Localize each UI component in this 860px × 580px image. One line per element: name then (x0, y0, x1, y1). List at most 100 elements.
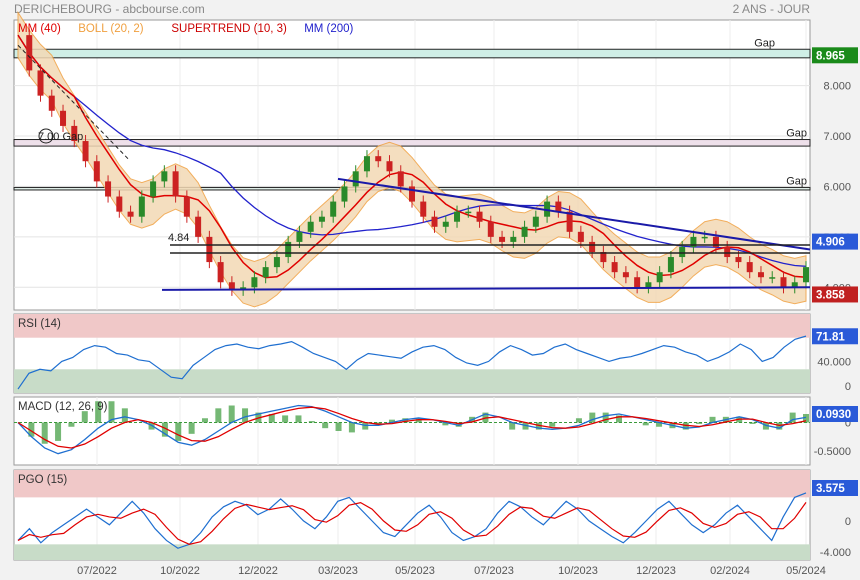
candle-body (71, 125, 78, 142)
legend-entry: MM (40) (18, 23, 61, 35)
macd-histogram-bar (242, 408, 249, 423)
candle-body (667, 257, 674, 273)
macd-histogram-bar (656, 422, 663, 427)
pgo-y-tick: 0 (845, 516, 851, 528)
gap-label: Gap (754, 37, 775, 49)
rsi-oversold-zone (14, 369, 810, 393)
macd-histogram-bar (28, 422, 35, 437)
gap-label: Gap (786, 128, 807, 140)
macd-histogram-bar (215, 408, 222, 423)
candle-body (600, 252, 607, 263)
macd-histogram-bar (55, 422, 62, 441)
candle-body (82, 141, 89, 162)
gap-band (13, 48, 811, 59)
candle-body (431, 216, 438, 227)
rsi-line (17, 335, 807, 390)
candle-body (172, 171, 179, 197)
candle-body (712, 236, 719, 247)
macd-y-tick: 0 (845, 418, 851, 430)
candle-body (544, 201, 551, 217)
macd-histogram-bar (776, 422, 783, 430)
gap-label: Gap (786, 175, 807, 187)
macd-histogram-bar (161, 422, 168, 437)
candle-body (307, 221, 314, 232)
candle-body (476, 211, 483, 222)
last-price-badge-bg (812, 233, 858, 250)
x-tick-label: 12/2023 (636, 565, 676, 577)
gap-value-badge-bg (812, 47, 858, 64)
macd-histogram-bar (108, 401, 115, 423)
macd-histogram-bar (749, 422, 756, 424)
macd-histogram-bar (268, 414, 275, 423)
x-tick-label: 07/2023 (474, 565, 514, 577)
candle-body (701, 236, 708, 239)
legend-entry: BOLL (20, 2) (78, 23, 144, 35)
x-tick-label: 10/2022 (160, 565, 200, 577)
candle-body (454, 211, 461, 222)
bollinger-band (17, 10, 807, 308)
candle-body (217, 262, 224, 283)
macd-histogram-bar (762, 422, 769, 430)
macd-histogram-bar (696, 422, 703, 424)
pgo-lower-zone (14, 544, 810, 560)
x-tick-label: 10/2023 (558, 565, 598, 577)
macd-histogram-bar (709, 416, 716, 423)
annotation-gap: 7.00 Gap (38, 131, 83, 143)
pgo-signal-line (17, 501, 807, 545)
macd-histogram-bar (335, 422, 342, 431)
macd-histogram-bar (295, 415, 302, 423)
macd-histogram-bar (589, 412, 596, 423)
candle-body (803, 267, 809, 283)
macd-signal-line (17, 406, 807, 449)
candle-body (577, 231, 584, 242)
candle-body (791, 282, 798, 288)
candle-body (532, 216, 539, 227)
candle-body (183, 196, 190, 217)
price-y-tick: 7.000 (823, 131, 851, 143)
candle-body (251, 277, 258, 288)
candle-body (127, 211, 134, 217)
macd-y-tick: -0.5000 (814, 446, 851, 458)
candle-body (622, 272, 629, 278)
macd-histogram-bar (602, 412, 609, 423)
candle-body (780, 277, 787, 288)
candle-body (611, 262, 618, 273)
macd-histogram-bar (228, 405, 235, 423)
pgo-value-badge: 3.575 (816, 483, 845, 495)
candle-body (341, 186, 348, 202)
candle-body (161, 171, 168, 182)
chart-source: DERICHEBOURG - abcbourse.com (14, 2, 205, 16)
macd-histogram-bar (188, 422, 195, 434)
candle-body (386, 161, 393, 172)
candle-body (363, 156, 370, 172)
dashed-trendline (17, 44, 129, 160)
macd-legend: MACD (12, 26, 9) (18, 401, 108, 413)
macd-histogram-bar (121, 408, 128, 423)
candle-body (375, 156, 382, 162)
candle-body (105, 181, 112, 197)
candle-body (318, 216, 325, 222)
gap-band (13, 139, 811, 147)
last-price-badge: 4.906 (816, 237, 845, 249)
price-y-tick: 6.000 (823, 181, 851, 193)
candle-body (645, 282, 652, 288)
macd-histogram-bar (362, 422, 369, 430)
candle-body (566, 211, 573, 232)
candle-body (138, 196, 145, 217)
macd-histogram-bar (455, 422, 462, 427)
price-y-tick: 8.000 (823, 81, 851, 93)
x-tick-label: 03/2023 (318, 565, 358, 577)
candle-body (499, 236, 506, 242)
candle-body (330, 201, 337, 217)
macd-histogram-bar (642, 422, 649, 426)
panel-macd (13, 396, 811, 466)
macd-histogram-bar (509, 422, 516, 430)
macd-histogram-bar (282, 415, 289, 423)
candle-body (487, 221, 494, 237)
macd-histogram-bar (616, 415, 623, 423)
candle-body (195, 216, 202, 237)
rsi-y-tick: 0 (845, 381, 851, 393)
candle-body (690, 236, 697, 247)
macd-histogram-bar (348, 422, 355, 433)
macd-histogram-bar (95, 401, 102, 423)
